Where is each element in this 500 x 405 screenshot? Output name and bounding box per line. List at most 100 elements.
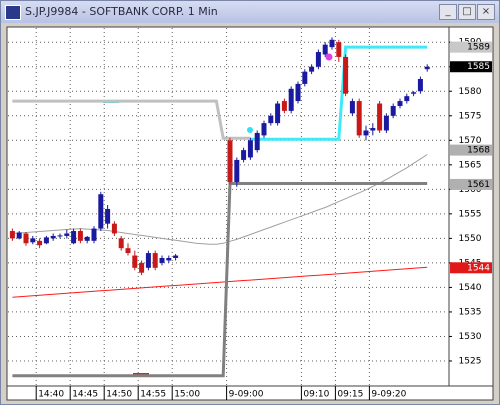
y-tick-label: 1580 xyxy=(459,87,482,97)
candle-body xyxy=(343,56,349,94)
y-tick-label: 1525 xyxy=(459,356,482,366)
price-tag-label: 1544 xyxy=(467,263,490,273)
y-tick-label: 1565 xyxy=(459,160,482,170)
candle-body xyxy=(383,115,389,131)
candle-body xyxy=(173,255,179,258)
candle-body xyxy=(234,159,240,182)
candle-body xyxy=(30,238,36,243)
window-icon[interactable] xyxy=(5,5,21,20)
price-tag xyxy=(450,41,492,53)
price-tag-label: 1585 xyxy=(467,62,490,72)
marker xyxy=(247,127,253,133)
x-tick-label: 9-09:00 xyxy=(229,390,264,400)
indicator-line xyxy=(12,266,428,298)
candle-body xyxy=(404,96,410,102)
candle-body xyxy=(43,237,49,244)
price-tag-label: 1589 xyxy=(467,43,490,53)
y-tick-label: 1540 xyxy=(459,283,482,293)
candle-body xyxy=(9,231,15,239)
candle-body xyxy=(349,101,355,114)
candle-body xyxy=(336,42,342,57)
x-tick-label: 14:50 xyxy=(106,390,132,400)
indicator-line xyxy=(12,182,428,378)
candle-body xyxy=(377,103,383,131)
candle-body xyxy=(227,140,233,182)
price-tag xyxy=(450,144,492,156)
candle-body xyxy=(84,236,90,241)
time-axis-panel xyxy=(6,385,494,401)
x-tick-label: 15:00 xyxy=(174,390,200,400)
price-tag xyxy=(450,262,492,274)
candle-body xyxy=(275,103,281,124)
candle-body xyxy=(309,66,315,72)
price-tag xyxy=(450,61,492,73)
candle-body xyxy=(118,238,124,249)
y-tick-label: 1550 xyxy=(459,234,482,244)
candle-body xyxy=(254,132,260,151)
indicator-line xyxy=(12,154,428,245)
candle-body xyxy=(16,232,22,239)
y-tick-label: 1535 xyxy=(459,307,482,317)
y-tick-label: 1555 xyxy=(459,209,482,219)
candle-body xyxy=(64,233,70,236)
marker xyxy=(325,53,333,61)
candle-body xyxy=(411,92,417,94)
candle-body xyxy=(23,233,29,244)
candle-body xyxy=(159,257,165,263)
maximize-button[interactable]: □ xyxy=(458,4,476,20)
candle-body xyxy=(397,101,403,106)
x-tick-label: 14:45 xyxy=(72,390,98,400)
candle-body xyxy=(363,130,369,136)
candle-body xyxy=(37,240,43,246)
x-tick-label: 09:10 xyxy=(303,390,329,400)
y-tick-label: 1570 xyxy=(459,136,482,146)
price-tag-label: 1568 xyxy=(467,146,490,156)
candle-body xyxy=(50,235,56,239)
minimize-button[interactable]: _ xyxy=(439,4,457,20)
candle-body xyxy=(356,101,362,136)
candle-body xyxy=(241,150,247,160)
candle-body xyxy=(71,231,77,244)
candle-body xyxy=(77,231,83,241)
candle-body xyxy=(322,44,328,55)
candle-body xyxy=(111,223,117,234)
candle-body xyxy=(145,253,151,268)
plot-area xyxy=(6,26,450,387)
candle-body xyxy=(329,39,335,48)
candle-body xyxy=(295,83,301,102)
x-tick-label: 09:15 xyxy=(337,390,363,400)
candle-body xyxy=(152,253,158,268)
candle-body xyxy=(98,194,104,229)
x-tick-label: 14:55 xyxy=(140,390,166,400)
candle-body xyxy=(132,255,138,268)
candle-body xyxy=(302,71,308,84)
price-tag xyxy=(450,178,492,190)
candle-body xyxy=(91,228,97,241)
candle-body xyxy=(288,88,294,111)
candle-body xyxy=(105,208,111,224)
candle-body xyxy=(281,101,287,111)
indicator-line xyxy=(250,45,428,141)
candle-body xyxy=(424,66,430,70)
candle-body xyxy=(315,52,321,67)
window-title: S.JP.J9984 - SOFTBANK CORP. 1 Min xyxy=(25,5,218,18)
candle-body xyxy=(125,248,131,254)
candle-body xyxy=(139,262,145,273)
title-bar: S.JP.J9984 - SOFTBANK CORP. 1 Min _ □ × xyxy=(1,1,499,23)
candle-body xyxy=(247,140,253,158)
candle-body xyxy=(57,235,63,237)
candle-body xyxy=(268,115,274,124)
candle-body xyxy=(417,79,423,92)
y-tick-label: 1575 xyxy=(459,111,482,121)
indicator-line xyxy=(12,99,251,140)
x-tick-label: 14:40 xyxy=(38,390,64,400)
price-tag-label: 1561 xyxy=(467,180,490,190)
x-tick-label: 9-09:20 xyxy=(371,390,406,400)
candle-body xyxy=(261,123,267,136)
candle-body xyxy=(166,257,172,261)
candle-body xyxy=(370,128,376,131)
close-button[interactable]: × xyxy=(477,4,495,20)
y-tick-label: 1530 xyxy=(459,332,482,342)
price-axis-panel xyxy=(448,26,494,387)
